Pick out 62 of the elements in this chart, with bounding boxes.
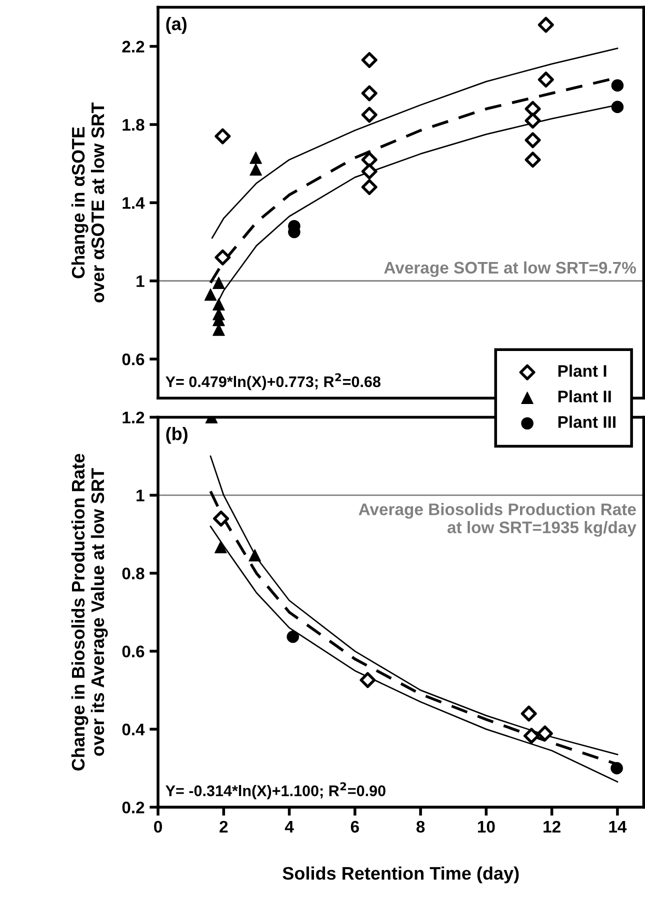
x-tick-label: 12 <box>544 820 560 832</box>
x-tick-label: 10 <box>478 820 495 833</box>
point <box>250 163 262 176</box>
annotation: (a) <box>166 17 186 34</box>
point <box>212 298 225 310</box>
point <box>361 106 378 123</box>
point <box>538 16 554 33</box>
point <box>524 100 541 117</box>
point <box>524 728 540 744</box>
x-tick-label: 2 <box>220 820 228 832</box>
y-tick-label: 1.4 <box>122 197 145 209</box>
y-tick-label: 2.2 <box>122 40 144 52</box>
point <box>360 672 376 688</box>
x-tick-label: 4 <box>284 821 294 832</box>
y-tick-label: 1 <box>136 275 144 287</box>
point <box>524 152 541 168</box>
y-axis-title: Change in αSOTE over αSOTE at low SRT <box>71 102 104 302</box>
point <box>611 100 624 114</box>
point <box>361 152 378 168</box>
point <box>361 52 378 68</box>
point <box>538 72 554 88</box>
point <box>611 79 624 92</box>
y-tick-label: 0.6 <box>122 646 144 658</box>
point <box>524 112 541 129</box>
y-tick-label: 1.8 <box>122 118 144 131</box>
x-tick-label: 8 <box>416 820 425 833</box>
point <box>212 276 225 289</box>
point <box>536 726 553 742</box>
y-tick-label: 1 <box>136 490 144 502</box>
x-tick-label: 6 <box>350 820 359 833</box>
annotation: Average SOTE at low SRT=9.7% <box>384 261 636 277</box>
line-series <box>211 48 618 239</box>
annotation: Y= -0.314*ln(X)+1.100; R$^{2}$=0.90 <box>166 782 386 800</box>
point <box>214 128 231 144</box>
x-axis-title: Solids Retention Time (day) <box>282 866 519 884</box>
y-tick-label: 1.2 <box>122 412 144 424</box>
point <box>213 510 230 527</box>
x-tick-label: 0 <box>154 820 162 833</box>
legend-label: Plant II <box>558 390 611 402</box>
point <box>214 249 231 266</box>
y-axis-title: Change in Biosolids Production Rate over its Average Value at low SRT <box>71 454 108 770</box>
point <box>361 179 378 196</box>
legend-label: Plant I <box>558 364 606 377</box>
annotation: Y= 0.479*ln(X)+0.773; R$^{2}$=0.68 <box>166 373 380 390</box>
legend-label: Plant III <box>558 416 616 428</box>
annotation: Average Biosolids Production Rate at low SRT=1935 kg/day <box>358 503 636 537</box>
point <box>520 706 537 722</box>
x-tick-label: 14 <box>609 821 627 832</box>
annotation: (b) <box>166 426 188 444</box>
point <box>248 549 261 562</box>
point <box>524 132 541 148</box>
point <box>610 762 623 774</box>
point <box>286 630 300 643</box>
point <box>204 288 217 301</box>
y-tick-label: 0.2 <box>122 802 144 814</box>
y-tick-label: 0.6 <box>122 353 144 366</box>
point <box>361 85 378 102</box>
point <box>361 163 378 180</box>
y-tick-label: 0.8 <box>122 568 144 580</box>
y-tick-label: 0.4 <box>122 724 145 736</box>
point <box>250 152 262 164</box>
point <box>214 540 227 554</box>
